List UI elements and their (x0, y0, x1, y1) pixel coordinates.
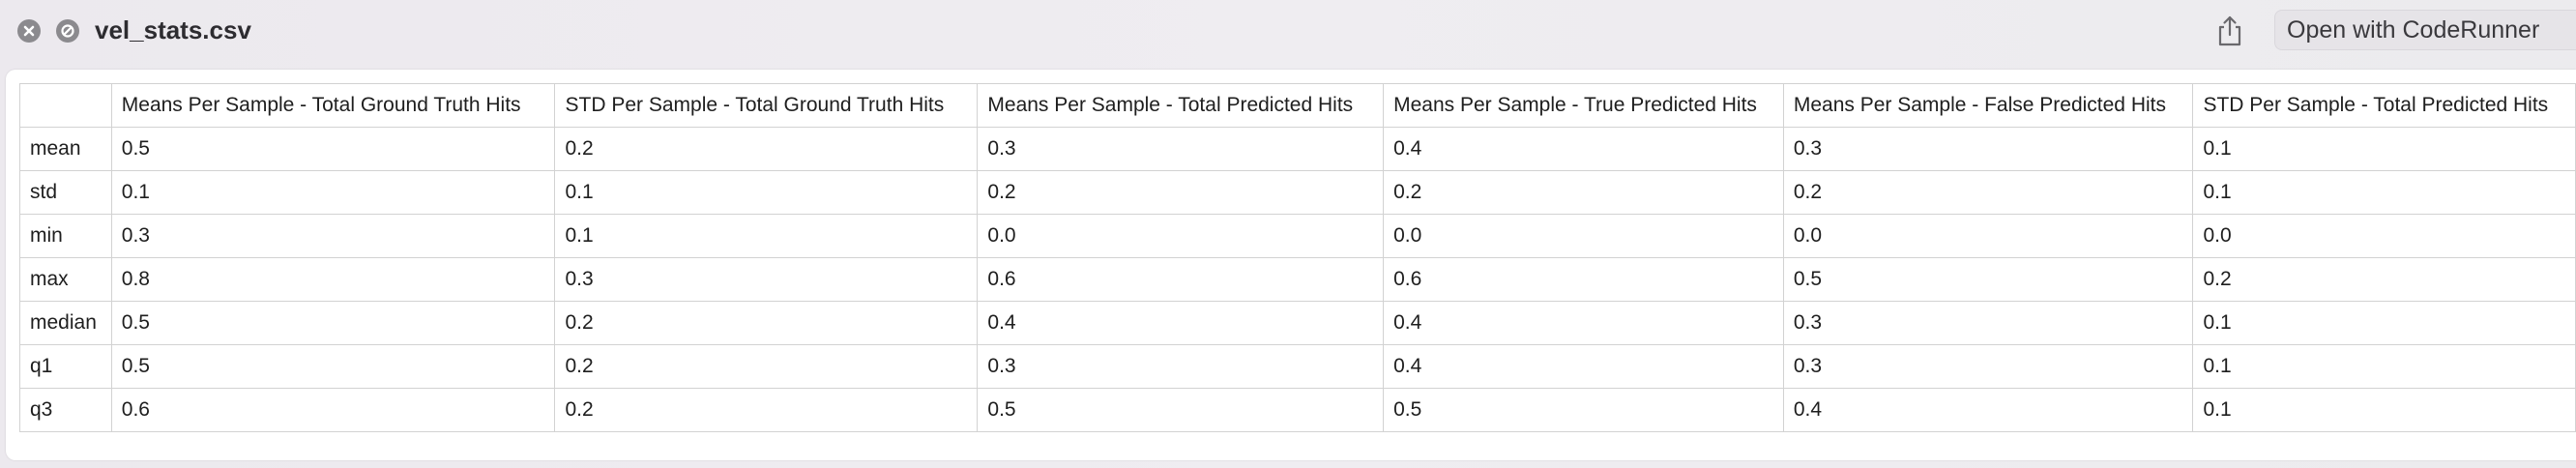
table-cell: 0.1 (2192, 388, 2576, 432)
row-label: mean (19, 127, 112, 171)
table-cell: 0.3 (554, 257, 979, 302)
table-cell: 0.2 (554, 127, 979, 171)
table-cell: 0.1 (2192, 170, 2576, 215)
table-cell: 0.0 (1383, 214, 1784, 258)
table-cell: 0.3 (977, 127, 1385, 171)
table-cell: 0.5 (1782, 257, 2194, 302)
table-row: max 0.8 0.3 0.6 0.6 0.5 0.2 (19, 257, 2576, 302)
table-row: median 0.5 0.2 0.4 0.4 0.3 0.1 (19, 301, 2576, 345)
table-cell: 0.2 (1383, 170, 1784, 215)
row-label: median (19, 301, 112, 345)
table-cell: 0.5 (110, 301, 556, 345)
column-header: STD Per Sample - Total Ground Truth Hits (554, 83, 979, 128)
table-cell: 0.6 (1383, 257, 1784, 302)
table-cell: 0.4 (1383, 127, 1784, 171)
share-button[interactable] (2214, 14, 2245, 48)
table-row: min 0.3 0.1 0.0 0.0 0.0 0.0 (19, 214, 2576, 258)
table-cell: 0.5 (110, 127, 556, 171)
row-label: max (19, 257, 112, 302)
table-row: q3 0.6 0.2 0.5 0.5 0.4 0.1 (19, 388, 2576, 432)
table-row: std 0.1 0.1 0.2 0.2 0.2 0.1 (19, 170, 2576, 215)
table-cell: 0.3 (110, 214, 556, 258)
table-row: q1 0.5 0.2 0.3 0.4 0.3 0.1 (19, 344, 2576, 389)
table-cell: 0.4 (1782, 388, 2194, 432)
stats-table: Means Per Sample - Total Ground Truth Hi… (19, 83, 2576, 432)
table-cell: 0.3 (1782, 127, 2194, 171)
table-cell: 0.3 (1782, 301, 2194, 345)
table-row: mean 0.5 0.2 0.3 0.4 0.3 0.1 (19, 127, 2576, 171)
column-header: Means Per Sample - Total Predicted Hits (977, 83, 1385, 128)
csv-preview: Means Per Sample - Total Ground Truth Hi… (6, 70, 2576, 460)
table-cell: 0.5 (110, 344, 556, 389)
share-icon (2218, 15, 2241, 46)
table-cell: 0.2 (554, 344, 979, 389)
table-cell: 0.4 (1383, 344, 1784, 389)
table-cell: 0.2 (2192, 257, 2576, 302)
table-cell: 0.1 (2192, 301, 2576, 345)
column-header: Means Per Sample - True Predicted Hits (1383, 83, 1784, 128)
row-label: min (19, 214, 112, 258)
close-button[interactable] (17, 19, 41, 43)
table-cell: 0.2 (554, 388, 979, 432)
table-cell: 0.1 (2192, 127, 2576, 171)
no-entry-icon (61, 24, 74, 38)
column-header: Means Per Sample - Total Ground Truth Hi… (110, 83, 556, 128)
table-cell: 0.1 (554, 170, 979, 215)
table-cell: 0.0 (2192, 214, 2576, 258)
column-header (19, 83, 112, 128)
table-cell: 0.4 (1383, 301, 1784, 345)
title-bar: vel_stats.csv Open with CodeRunner (0, 0, 2576, 64)
open-with-button[interactable]: Open with CodeRunner (2274, 10, 2576, 50)
table-cell: 0.5 (1383, 388, 1784, 432)
row-label: std (19, 170, 112, 215)
column-header: STD Per Sample - Total Predicted Hits (2192, 83, 2576, 128)
table-cell: 0.8 (110, 257, 556, 302)
window-title: vel_stats.csv (95, 15, 251, 44)
row-label: q3 (19, 388, 112, 432)
table-cell: 0.2 (554, 301, 979, 345)
table-cell: 0.1 (2192, 344, 2576, 389)
table-cell: 0.6 (977, 257, 1385, 302)
column-header: Means Per Sample - False Predicted Hits (1782, 83, 2194, 128)
table-cell: 0.1 (554, 214, 979, 258)
table-cell: 0.5 (977, 388, 1385, 432)
table-cell: 0.2 (977, 170, 1385, 215)
table-cell: 0.0 (1782, 214, 2194, 258)
table-cell: 0.2 (1782, 170, 2194, 215)
table-cell: 0.3 (977, 344, 1385, 389)
row-label: q1 (19, 344, 112, 389)
table-cell: 0.1 (110, 170, 556, 215)
header-row: Means Per Sample - Total Ground Truth Hi… (19, 83, 2576, 128)
table-cell: 0.0 (977, 214, 1385, 258)
table-cell: 0.4 (977, 301, 1385, 345)
table-cell: 0.3 (1782, 344, 2194, 389)
table-cell: 0.6 (110, 388, 556, 432)
close-icon (23, 25, 35, 37)
no-entry-button[interactable] (56, 19, 79, 43)
